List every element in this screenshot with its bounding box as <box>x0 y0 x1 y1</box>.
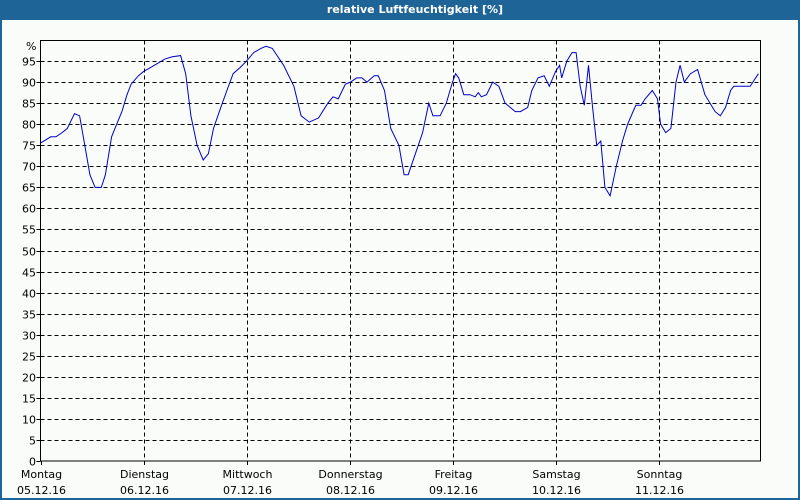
x-tick-day: Montag <box>21 468 62 481</box>
y-tick-label: 85 <box>22 98 36 111</box>
y-tick-label: 75 <box>22 140 36 153</box>
y-tick-label: 0 <box>29 456 36 469</box>
y-tick-label: 30 <box>22 330 36 343</box>
y-tick-label: 60 <box>22 203 36 216</box>
humidity-line <box>40 45 759 198</box>
x-tick-day: Dienstag <box>120 468 169 481</box>
x-tick-day: Freitag <box>435 468 473 481</box>
y-tick-label: 80 <box>22 119 36 132</box>
x-tick-day: Samstag <box>532 468 580 481</box>
x-tick-date: 05.12.16 <box>17 484 66 497</box>
y-tick-label: 70 <box>22 161 36 174</box>
window-title: relative Luftfeuchtigkeit [%] <box>0 0 800 20</box>
x-tick-day: Donnerstag <box>318 468 382 481</box>
y-tick-label: 95 <box>22 56 36 69</box>
x-tick-date: 11.12.16 <box>635 484 684 497</box>
gridlines <box>36 40 761 465</box>
x-tick-date: 09.12.16 <box>429 484 478 497</box>
y-tick-label: 35 <box>22 309 36 322</box>
y-tick-label: 55 <box>22 224 36 237</box>
x-tick-day: Sonntag <box>637 468 683 481</box>
y-tick-label: 90 <box>22 77 36 90</box>
y-axis-unit-label: % <box>26 40 36 53</box>
x-tick-date: 06.12.16 <box>120 484 169 497</box>
y-tick-label: 25 <box>22 351 36 364</box>
y-tick-label: 45 <box>22 267 36 280</box>
y-tick-label: 40 <box>22 288 36 301</box>
y-tick-label: 5 <box>29 435 36 448</box>
x-axis-ticks: Montag 05.12.16 Dienstag 06.12.16 Mittwoch 07… <box>17 468 684 497</box>
x-tick-date: 10.12.16 <box>532 484 581 497</box>
plot-frame <box>40 40 761 462</box>
y-tick-label: 20 <box>22 372 36 385</box>
x-tick-date: 08.12.16 <box>326 484 375 497</box>
y-axis-ticks: 0 5 10 15 20 25 30 35 40 45 50 55 60 65 70 75 80 85 90 95 <box>22 56 36 469</box>
y-tick-label: 15 <box>22 393 36 406</box>
y-tick-label: 10 <box>22 414 36 427</box>
x-tick-date: 07.12.16 <box>223 484 272 497</box>
y-tick-label: 65 <box>22 182 36 195</box>
x-tick-day: Mittwoch <box>223 468 273 481</box>
y-tick-label: 50 <box>22 246 36 259</box>
